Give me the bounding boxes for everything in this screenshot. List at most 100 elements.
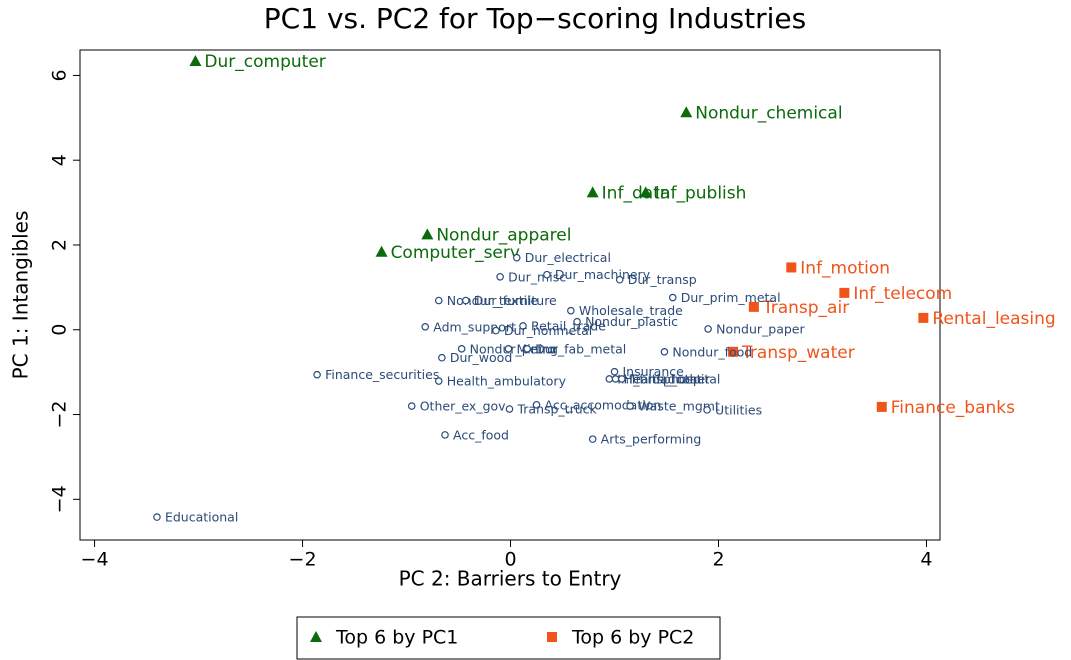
chart-title: PC1 vs. PC2 for Top−scoring Industries	[264, 2, 806, 35]
point	[586, 186, 599, 198]
point	[615, 275, 624, 284]
point-label: Retail_trade	[531, 318, 606, 333]
point-label: Nondur_plastic	[585, 314, 678, 329]
point	[523, 345, 531, 353]
y-tick-label: 2	[49, 239, 71, 251]
point	[512, 253, 521, 262]
point-label: Dur_furniture	[474, 293, 557, 308]
point-label: Utilities	[715, 402, 762, 417]
point	[703, 406, 711, 414]
legend-marker	[310, 631, 322, 642]
x-tick-label: −2	[289, 549, 317, 571]
point	[611, 375, 620, 383]
point	[313, 370, 321, 379]
point-label: Dur_prim_metal	[681, 290, 781, 305]
legend-frame	[296, 616, 721, 660]
point	[660, 347, 669, 356]
y-tick-label: 6	[49, 69, 71, 81]
legend-label: Top 6 by PC1	[335, 627, 458, 649]
point-label: Wholesale_trade	[579, 303, 683, 318]
point	[504, 345, 513, 353]
point	[704, 325, 712, 333]
point-label: Dur_nonmetal	[504, 323, 592, 338]
point	[668, 293, 677, 302]
point-label: Transp_air	[762, 298, 849, 318]
point	[639, 186, 652, 198]
point-label: Educational	[165, 510, 238, 525]
point	[462, 296, 470, 305]
point-label: Health_hospital	[624, 371, 721, 386]
point	[839, 287, 850, 298]
point	[519, 322, 527, 330]
point-label: Dur_machinery	[555, 267, 651, 282]
point-label: Acc_food	[453, 427, 509, 442]
point-label: Finance_securities	[325, 367, 439, 382]
point-label: Inf_broadcast	[617, 371, 701, 386]
y-tick-label: 0	[49, 324, 71, 336]
point	[421, 228, 434, 240]
point	[441, 431, 449, 439]
x-tick-label: 0	[504, 549, 516, 571]
point	[617, 375, 626, 383]
point-label: Computer_serv	[391, 243, 520, 263]
point-label: Inf_data	[602, 183, 671, 203]
point-label: Inf_motion	[800, 258, 890, 278]
point-label: Dur_computer	[204, 52, 325, 72]
point	[434, 377, 443, 385]
point	[438, 353, 446, 362]
point-label: Transp_water	[741, 343, 855, 363]
point-label: Nondur_chemical	[695, 103, 842, 123]
point	[876, 401, 887, 412]
point	[496, 272, 504, 281]
point-label: Insurance	[623, 364, 685, 379]
point	[505, 405, 514, 413]
plot-frame	[79, 49, 941, 541]
point	[918, 312, 929, 323]
point	[434, 296, 443, 305]
point	[543, 270, 551, 279]
point	[532, 400, 541, 409]
point	[421, 322, 430, 331]
y-tick-label: −2	[49, 401, 71, 429]
point	[626, 402, 634, 410]
point-label: Dur_wood	[450, 350, 512, 365]
point	[492, 326, 500, 335]
x-tick-label: 2	[712, 549, 724, 571]
point	[748, 301, 759, 312]
legend-marker	[547, 632, 557, 642]
legend-label: Top 6 by PC2	[571, 627, 694, 649]
point	[189, 55, 202, 67]
point	[457, 345, 466, 353]
point	[605, 375, 614, 383]
point-label: Other_ex_gov	[420, 399, 506, 414]
point-label: Dur_transp	[628, 272, 697, 287]
point-label: Health_ambulatory	[447, 374, 567, 389]
point-label: Finance_banks	[891, 398, 1015, 418]
point	[610, 367, 619, 376]
point-label: Rental_leasing	[932, 309, 1055, 329]
point	[407, 402, 416, 410]
y-axis-label: PC 1: Intangibles	[9, 211, 33, 380]
point-label: Waste_mgmt	[638, 399, 720, 414]
point-label: Inf_telecom	[853, 284, 952, 304]
y-tick-label: −4	[49, 485, 71, 513]
point-label: Nondur_paper	[716, 321, 805, 336]
y-tick-label: 4	[49, 154, 71, 166]
point-label: Nondur_food	[672, 344, 752, 359]
point-label: Dur_misc	[508, 269, 566, 284]
point-label: Transp_truck	[516, 402, 597, 417]
point-label: Inf_publish	[655, 183, 747, 203]
point-label: Dur_fab_metal	[535, 341, 626, 356]
point	[588, 435, 597, 443]
point-label: Nondur_petro	[470, 341, 555, 356]
point-label: Nondur_apparel	[436, 225, 571, 245]
point-label: Dur_electrical	[525, 250, 611, 265]
x-axis-label: PC 2: Barriers to Entry	[399, 567, 622, 591]
point-label: Transp_other	[629, 371, 711, 386]
point-label: Nondur_textile	[447, 293, 539, 308]
point	[567, 306, 575, 315]
point-label: Arts_performing	[601, 432, 702, 447]
x-tick-label: −4	[81, 549, 109, 571]
point	[573, 317, 581, 326]
